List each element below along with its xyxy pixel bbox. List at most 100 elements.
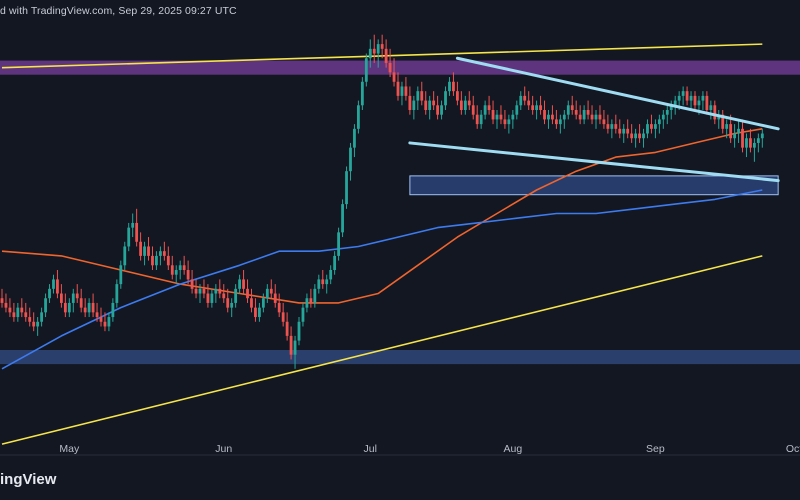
candle-body xyxy=(273,293,277,303)
candle xyxy=(234,284,238,308)
candle-body xyxy=(333,255,337,270)
candle xyxy=(79,288,83,313)
candle-body xyxy=(566,105,570,115)
candle xyxy=(16,302,20,322)
candle xyxy=(329,265,333,285)
candle-body xyxy=(681,91,685,96)
candle xyxy=(551,105,554,125)
candle xyxy=(737,119,740,143)
candle xyxy=(709,100,713,120)
candle xyxy=(539,95,542,115)
candle xyxy=(353,124,356,158)
candle-body xyxy=(622,128,626,134)
candle-body xyxy=(511,114,515,120)
candle-body xyxy=(162,251,166,256)
candle-body xyxy=(673,100,677,106)
candle xyxy=(594,110,598,129)
candle-body xyxy=(551,114,554,120)
candle xyxy=(305,293,309,313)
candle xyxy=(733,124,736,148)
candle xyxy=(420,81,424,106)
candle-body xyxy=(99,317,103,322)
candle xyxy=(151,246,154,270)
candle-body xyxy=(440,105,443,115)
candle xyxy=(32,312,36,332)
candle-body xyxy=(8,307,12,313)
candle xyxy=(265,284,269,303)
candle-body xyxy=(634,133,637,139)
candle xyxy=(218,279,222,299)
candles-layer xyxy=(0,34,764,369)
candle xyxy=(107,312,111,332)
candle xyxy=(404,77,408,101)
candle-body xyxy=(436,105,439,115)
candle xyxy=(48,284,51,303)
candle xyxy=(396,72,400,101)
candle-body xyxy=(198,288,202,294)
candle-body xyxy=(135,222,139,242)
candle-body xyxy=(36,321,40,327)
candle-body xyxy=(693,95,697,106)
candle xyxy=(467,91,471,110)
candle-body xyxy=(507,119,511,125)
candle-body xyxy=(301,307,305,322)
candle xyxy=(618,119,622,139)
candle-body xyxy=(317,279,321,289)
candle-body xyxy=(230,302,234,308)
candle-body xyxy=(345,171,348,205)
candle-body xyxy=(519,95,523,106)
candle-body xyxy=(372,48,376,54)
candle-body xyxy=(202,288,206,294)
candle-body xyxy=(467,100,471,106)
wedge-upper-line xyxy=(455,56,780,131)
wedge-lower-line xyxy=(408,141,780,183)
candle xyxy=(527,91,531,110)
candle-body xyxy=(107,317,111,327)
candle xyxy=(638,124,641,143)
candle-body xyxy=(210,293,214,303)
candle-body xyxy=(206,293,210,303)
candle-body xyxy=(151,255,154,266)
candle xyxy=(475,105,479,129)
candle xyxy=(463,95,467,115)
candle-body xyxy=(250,298,253,308)
candle-body xyxy=(71,293,75,303)
candle-body xyxy=(749,138,752,148)
candle-body xyxy=(665,110,669,115)
candle xyxy=(202,279,206,299)
candle xyxy=(606,114,610,134)
candle xyxy=(657,114,661,134)
candle xyxy=(162,241,166,261)
candle xyxy=(277,293,281,318)
candle-body xyxy=(166,255,170,266)
candle xyxy=(99,307,103,327)
candle-body xyxy=(0,298,4,303)
candle-body xyxy=(289,335,293,355)
candle xyxy=(119,260,123,289)
candle-body xyxy=(178,265,182,270)
candle xyxy=(155,251,158,270)
candle-body xyxy=(610,124,614,129)
candle-body xyxy=(638,133,641,139)
candle-body xyxy=(309,298,313,303)
candle xyxy=(701,91,705,110)
candle-body xyxy=(661,114,665,120)
candle xyxy=(448,77,451,96)
candle xyxy=(630,124,634,143)
candle-body xyxy=(412,100,416,110)
candle-body xyxy=(396,81,400,96)
moving-averages-layer xyxy=(1,128,763,370)
candle xyxy=(654,119,657,139)
candle xyxy=(741,119,744,153)
candle xyxy=(190,270,194,294)
candle xyxy=(436,95,439,120)
candle-body xyxy=(226,298,230,308)
candle xyxy=(388,48,392,78)
header-text: d with TradingView.com, Sep 29, 2025 09:… xyxy=(0,5,237,17)
support-zone-mid xyxy=(409,175,779,196)
candle xyxy=(642,128,645,148)
candle-body xyxy=(87,302,91,313)
candle-body xyxy=(626,128,630,134)
candle-body xyxy=(721,114,725,129)
